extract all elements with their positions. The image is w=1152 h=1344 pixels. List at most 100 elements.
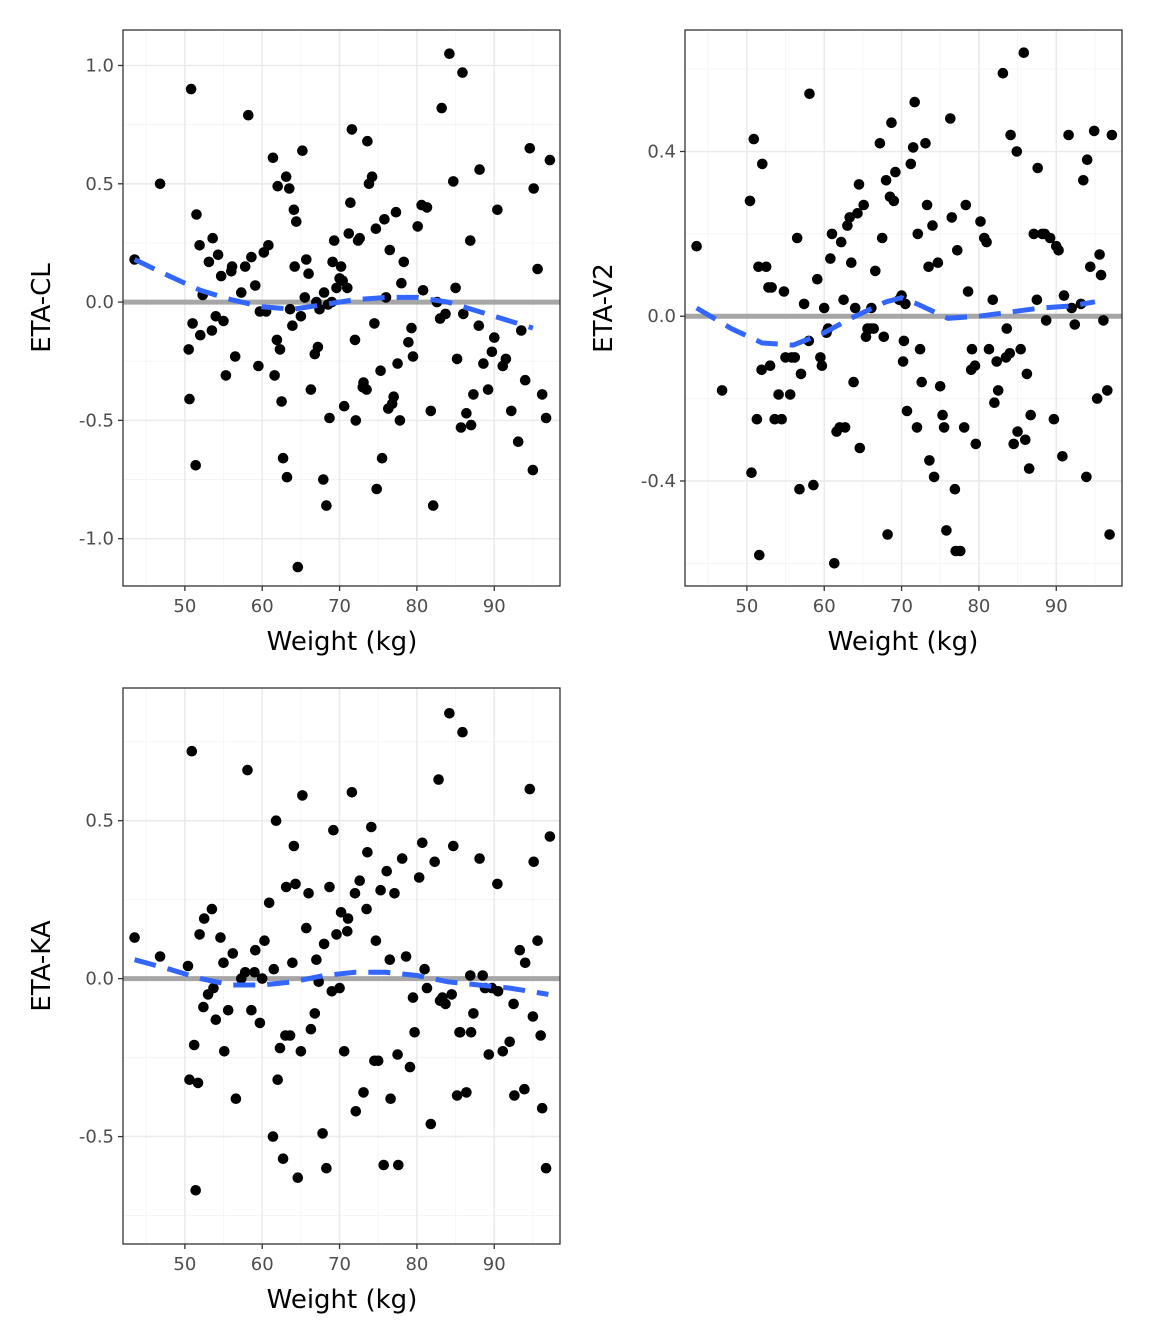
data-point: [1069, 319, 1081, 330]
data-point: [516, 325, 527, 336]
data-point: [882, 529, 893, 540]
y-tick-label: 0.5: [85, 811, 114, 832]
data-point: [975, 216, 986, 227]
data-point: [407, 992, 419, 1003]
data-point: [434, 995, 446, 1007]
data-point: [396, 277, 407, 289]
data-point: [425, 405, 437, 417]
data-point: [969, 360, 981, 372]
data-point: [220, 370, 232, 381]
data-point: [912, 228, 924, 240]
data-point: [1048, 413, 1060, 425]
data-point: [372, 1055, 384, 1067]
data-point: [358, 1087, 369, 1098]
data-point: [346, 124, 358, 135]
data-point: [312, 341, 324, 353]
data-point: [1004, 348, 1016, 359]
data-point: [311, 954, 322, 965]
data-point: [1098, 315, 1109, 326]
data-point: [274, 344, 286, 355]
x-tick-label: 70: [890, 596, 913, 617]
data-point: [284, 183, 295, 194]
data-point: [1085, 261, 1096, 273]
data-point: [301, 254, 312, 265]
data-point: [1063, 129, 1074, 141]
data-point: [874, 138, 886, 149]
data-point: [218, 315, 229, 327]
data-point: [385, 1093, 396, 1104]
data-point: [1001, 323, 1013, 334]
panel-border: [122, 687, 561, 1245]
data-point: [1005, 129, 1016, 141]
panel-eta-v2: ETA-V2 Weight (kg) 50 60 70 80 90 -0.4 0.0 0.4: [589, 29, 1123, 657]
x-tick-label: 90: [483, 596, 506, 617]
data-point: [301, 922, 312, 934]
data-point: [287, 957, 298, 969]
data-point: [362, 135, 373, 147]
data-point: [446, 989, 458, 1000]
data-point: [981, 236, 992, 248]
data-point: [474, 164, 485, 175]
data-point: [854, 442, 866, 454]
data-point: [389, 888, 400, 899]
data-point: [190, 460, 201, 471]
x-tick-label: 90: [1045, 596, 1068, 617]
data-point: [465, 1027, 477, 1038]
data-point: [818, 302, 830, 314]
data-point: [404, 1061, 416, 1073]
data-point: [349, 334, 361, 346]
data-point: [362, 847, 373, 858]
data-point: [291, 216, 302, 227]
data-point: [773, 389, 784, 400]
data-point: [509, 1090, 520, 1101]
data-point: [239, 967, 251, 978]
data-point: [1078, 175, 1089, 186]
data-point: [950, 545, 961, 557]
data-point: [528, 856, 539, 868]
data-point: [886, 117, 897, 128]
data-point: [230, 1093, 242, 1104]
data-point: [207, 232, 218, 244]
data-point: [375, 884, 386, 896]
data-point: [392, 358, 403, 369]
data-point: [1012, 426, 1023, 437]
data-point: [249, 967, 260, 978]
data-point: [334, 982, 345, 994]
data-point: [256, 973, 268, 984]
data-point: [191, 209, 202, 220]
data-point: [808, 479, 819, 491]
panel-eta-v2-ylabel: ETA-V2: [589, 263, 619, 353]
data-point: [154, 951, 166, 962]
data-point: [343, 228, 355, 239]
data-point: [448, 840, 459, 852]
data-point: [239, 261, 251, 272]
data-point: [236, 287, 247, 298]
data-point: [303, 888, 314, 899]
data-point: [210, 311, 222, 322]
data-point: [838, 294, 849, 306]
data-point: [473, 320, 485, 332]
data-point: [371, 483, 383, 495]
data-point: [853, 179, 865, 190]
data-point: [259, 935, 270, 946]
data-point: [478, 358, 489, 369]
data-point: [379, 214, 390, 225]
data-point: [890, 166, 901, 178]
panel-eta-cl-xlabel: Weight (kg): [267, 627, 418, 657]
data-point: [812, 273, 823, 285]
data-point: [540, 412, 552, 424]
data-point: [1066, 302, 1077, 314]
data-point: [786, 352, 797, 363]
data-point: [916, 376, 927, 388]
data-point: [876, 232, 888, 244]
data-point: [482, 384, 494, 395]
data-point: [406, 322, 417, 334]
data-point: [524, 143, 536, 154]
data-point: [219, 1046, 230, 1057]
data-point: [923, 261, 934, 273]
data-point: [844, 212, 855, 223]
x-tick-label: 50: [735, 596, 758, 617]
data-point: [272, 1074, 284, 1085]
data-point: [748, 133, 760, 145]
data-point: [429, 856, 441, 868]
